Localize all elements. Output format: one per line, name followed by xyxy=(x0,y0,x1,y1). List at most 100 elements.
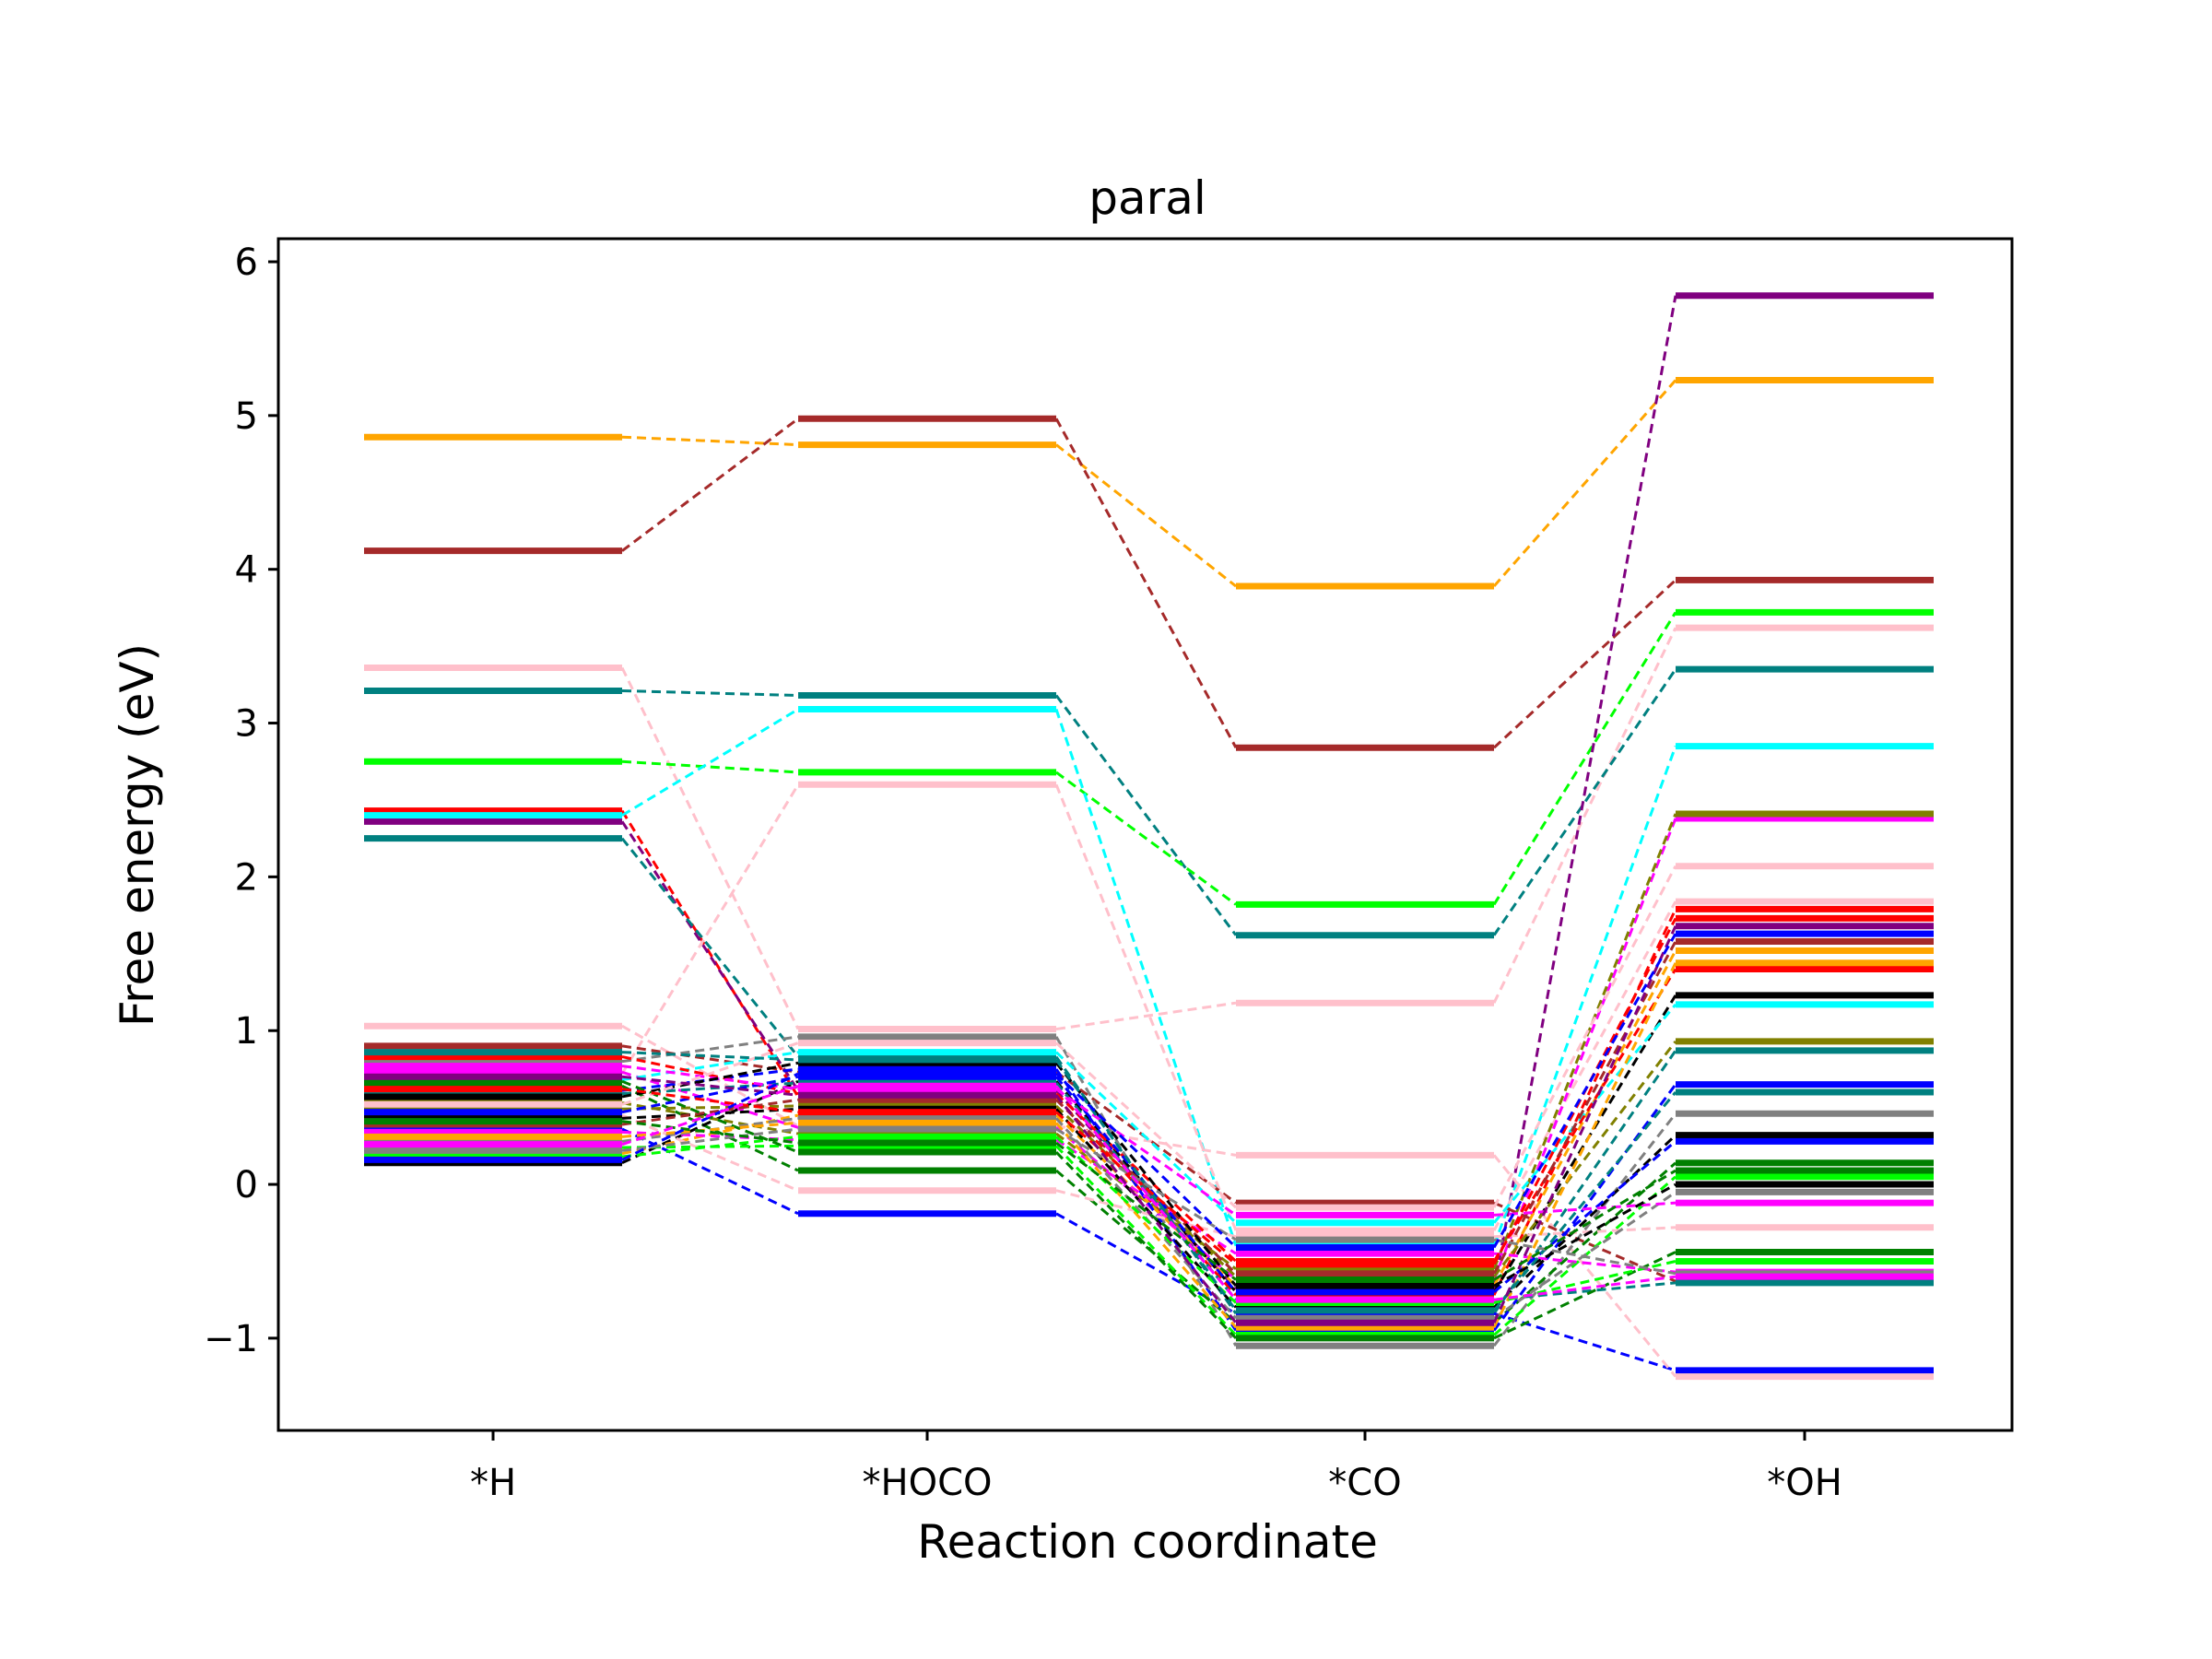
connector-15-1 xyxy=(1055,1126,1237,1281)
connector-19-2 xyxy=(1492,1083,1677,1332)
series-33 xyxy=(364,959,1934,1331)
connector-1-1 xyxy=(1054,418,1238,748)
connector-7-2 xyxy=(1492,746,1677,1247)
connector-18-1 xyxy=(1054,1113,1238,1288)
x-axis: *H *HOCO *CO *OH xyxy=(470,1430,1842,1504)
connector-39-2 xyxy=(1493,1238,1677,1276)
connector-39-1 xyxy=(1055,1127,1237,1241)
connector-3-0 xyxy=(621,689,799,698)
connector-23-1 xyxy=(1054,1108,1238,1309)
connector-3-1 xyxy=(1054,694,1238,936)
y-tick-label: 6 xyxy=(235,241,258,284)
connector-30-1 xyxy=(1054,1150,1238,1339)
connector-22-2 xyxy=(1492,1040,1677,1278)
series-20 xyxy=(364,1142,1934,1339)
connector-42-2 xyxy=(1492,933,1677,1249)
connector-14-0 xyxy=(621,1084,799,1172)
series-36 xyxy=(364,863,1934,1211)
series-40 xyxy=(364,923,1934,1326)
series-43 xyxy=(364,1082,1934,1303)
connector-23-2 xyxy=(1492,1134,1677,1309)
series-37 xyxy=(364,1049,1934,1314)
connector-1-0 xyxy=(621,418,799,552)
connector-29-0 xyxy=(621,1116,799,1143)
connector-6-0 xyxy=(620,820,800,1092)
connector-41-0 xyxy=(621,1120,799,1145)
connector-27-1 xyxy=(1054,1092,1238,1263)
connector-32-2 xyxy=(1493,1201,1677,1217)
connector-13-0 xyxy=(621,1035,799,1064)
connector-6-2 xyxy=(1492,295,1677,1289)
connector-43-1 xyxy=(1054,1085,1238,1301)
connector-5-2 xyxy=(1492,908,1677,1296)
connector-9-0 xyxy=(620,783,800,1075)
connector-28-2 xyxy=(1492,940,1677,1275)
connector-14-1 xyxy=(1055,1169,1237,1324)
y-tick-label: −1 xyxy=(204,1318,258,1360)
x-tick-label: *H xyxy=(470,1462,516,1504)
series-4 xyxy=(364,608,1934,908)
connector-40-1 xyxy=(1054,1094,1238,1324)
y-tick-label: 5 xyxy=(235,395,258,438)
connector-7-1 xyxy=(1054,709,1238,1247)
series-1 xyxy=(364,415,1934,751)
connector-42-0 xyxy=(621,1072,799,1161)
connector-31-2 xyxy=(1493,1140,1677,1293)
y-tick-label: 0 xyxy=(235,1164,258,1206)
connector-0-2 xyxy=(1492,379,1677,588)
connector-4-1 xyxy=(1055,771,1237,906)
connector-33-2 xyxy=(1492,962,1677,1328)
connector-32-0 xyxy=(621,1065,799,1091)
connector-41-2 xyxy=(1493,1169,1677,1281)
connector-33-1 xyxy=(1054,1122,1238,1329)
connector-34-0 xyxy=(621,1061,799,1099)
connector-3-2 xyxy=(1492,668,1677,936)
connector-0-1 xyxy=(1055,443,1237,588)
connector-21-0 xyxy=(621,1113,799,1193)
series-42 xyxy=(364,930,1934,1251)
connector-24-0 xyxy=(621,1051,799,1082)
connector-31-0 xyxy=(621,1075,799,1114)
series-3 xyxy=(364,665,1934,939)
connector-13-2 xyxy=(1492,1112,1677,1347)
y-axis: −1 0 1 2 3 4 5 6 xyxy=(204,241,278,1360)
connector-4-0 xyxy=(621,759,799,774)
connector-4-2 xyxy=(1492,611,1677,906)
connector-11-1 xyxy=(1055,1124,1237,1157)
plot-frame xyxy=(276,237,2014,1432)
series-41 xyxy=(364,1118,1934,1283)
connector-30-2 xyxy=(1493,1251,1677,1340)
series-0 xyxy=(364,376,1934,590)
y-tick-label: 1 xyxy=(235,1010,258,1053)
connector-27-2 xyxy=(1492,968,1677,1263)
x-axis-label: Reaction coordinate xyxy=(917,1515,1378,1569)
series-30 xyxy=(364,1077,1934,1342)
series-38 xyxy=(364,914,1934,1268)
connector-17-2 xyxy=(1492,813,1677,1270)
y-tick-label: 3 xyxy=(235,703,258,746)
connector-43-0 xyxy=(621,1084,799,1147)
connector-0-0 xyxy=(621,435,799,447)
connector-43-2 xyxy=(1493,1275,1677,1301)
connector-35-1 xyxy=(1054,1135,1238,1304)
connector-16-0 xyxy=(621,1079,799,1165)
chart-title: paral xyxy=(1088,171,1206,225)
connector-8-0 xyxy=(620,837,800,1058)
y-axis-label: Free energy (eV) xyxy=(111,643,164,1027)
y-tick-label: 4 xyxy=(235,549,258,592)
connector-40-0 xyxy=(621,1075,799,1097)
connector-36-1 xyxy=(1054,1041,1238,1209)
plot-lines xyxy=(364,292,1934,1381)
connector-32-1 xyxy=(1055,1088,1237,1217)
connector-34-2 xyxy=(1493,1182,1677,1288)
connector-38-0 xyxy=(621,1088,799,1114)
connector-9-2 xyxy=(1492,900,1677,1231)
connector-2-0 xyxy=(620,666,800,1030)
connector-41-1 xyxy=(1055,1141,1237,1281)
connector-37-2 xyxy=(1492,1090,1677,1312)
connector-2-1 xyxy=(1055,1001,1237,1031)
connector-21-1 xyxy=(1055,1189,1237,1239)
connector-42-1 xyxy=(1054,1072,1238,1249)
series-2 xyxy=(364,624,1934,1033)
x-tick-label: *HOCO xyxy=(863,1462,993,1504)
